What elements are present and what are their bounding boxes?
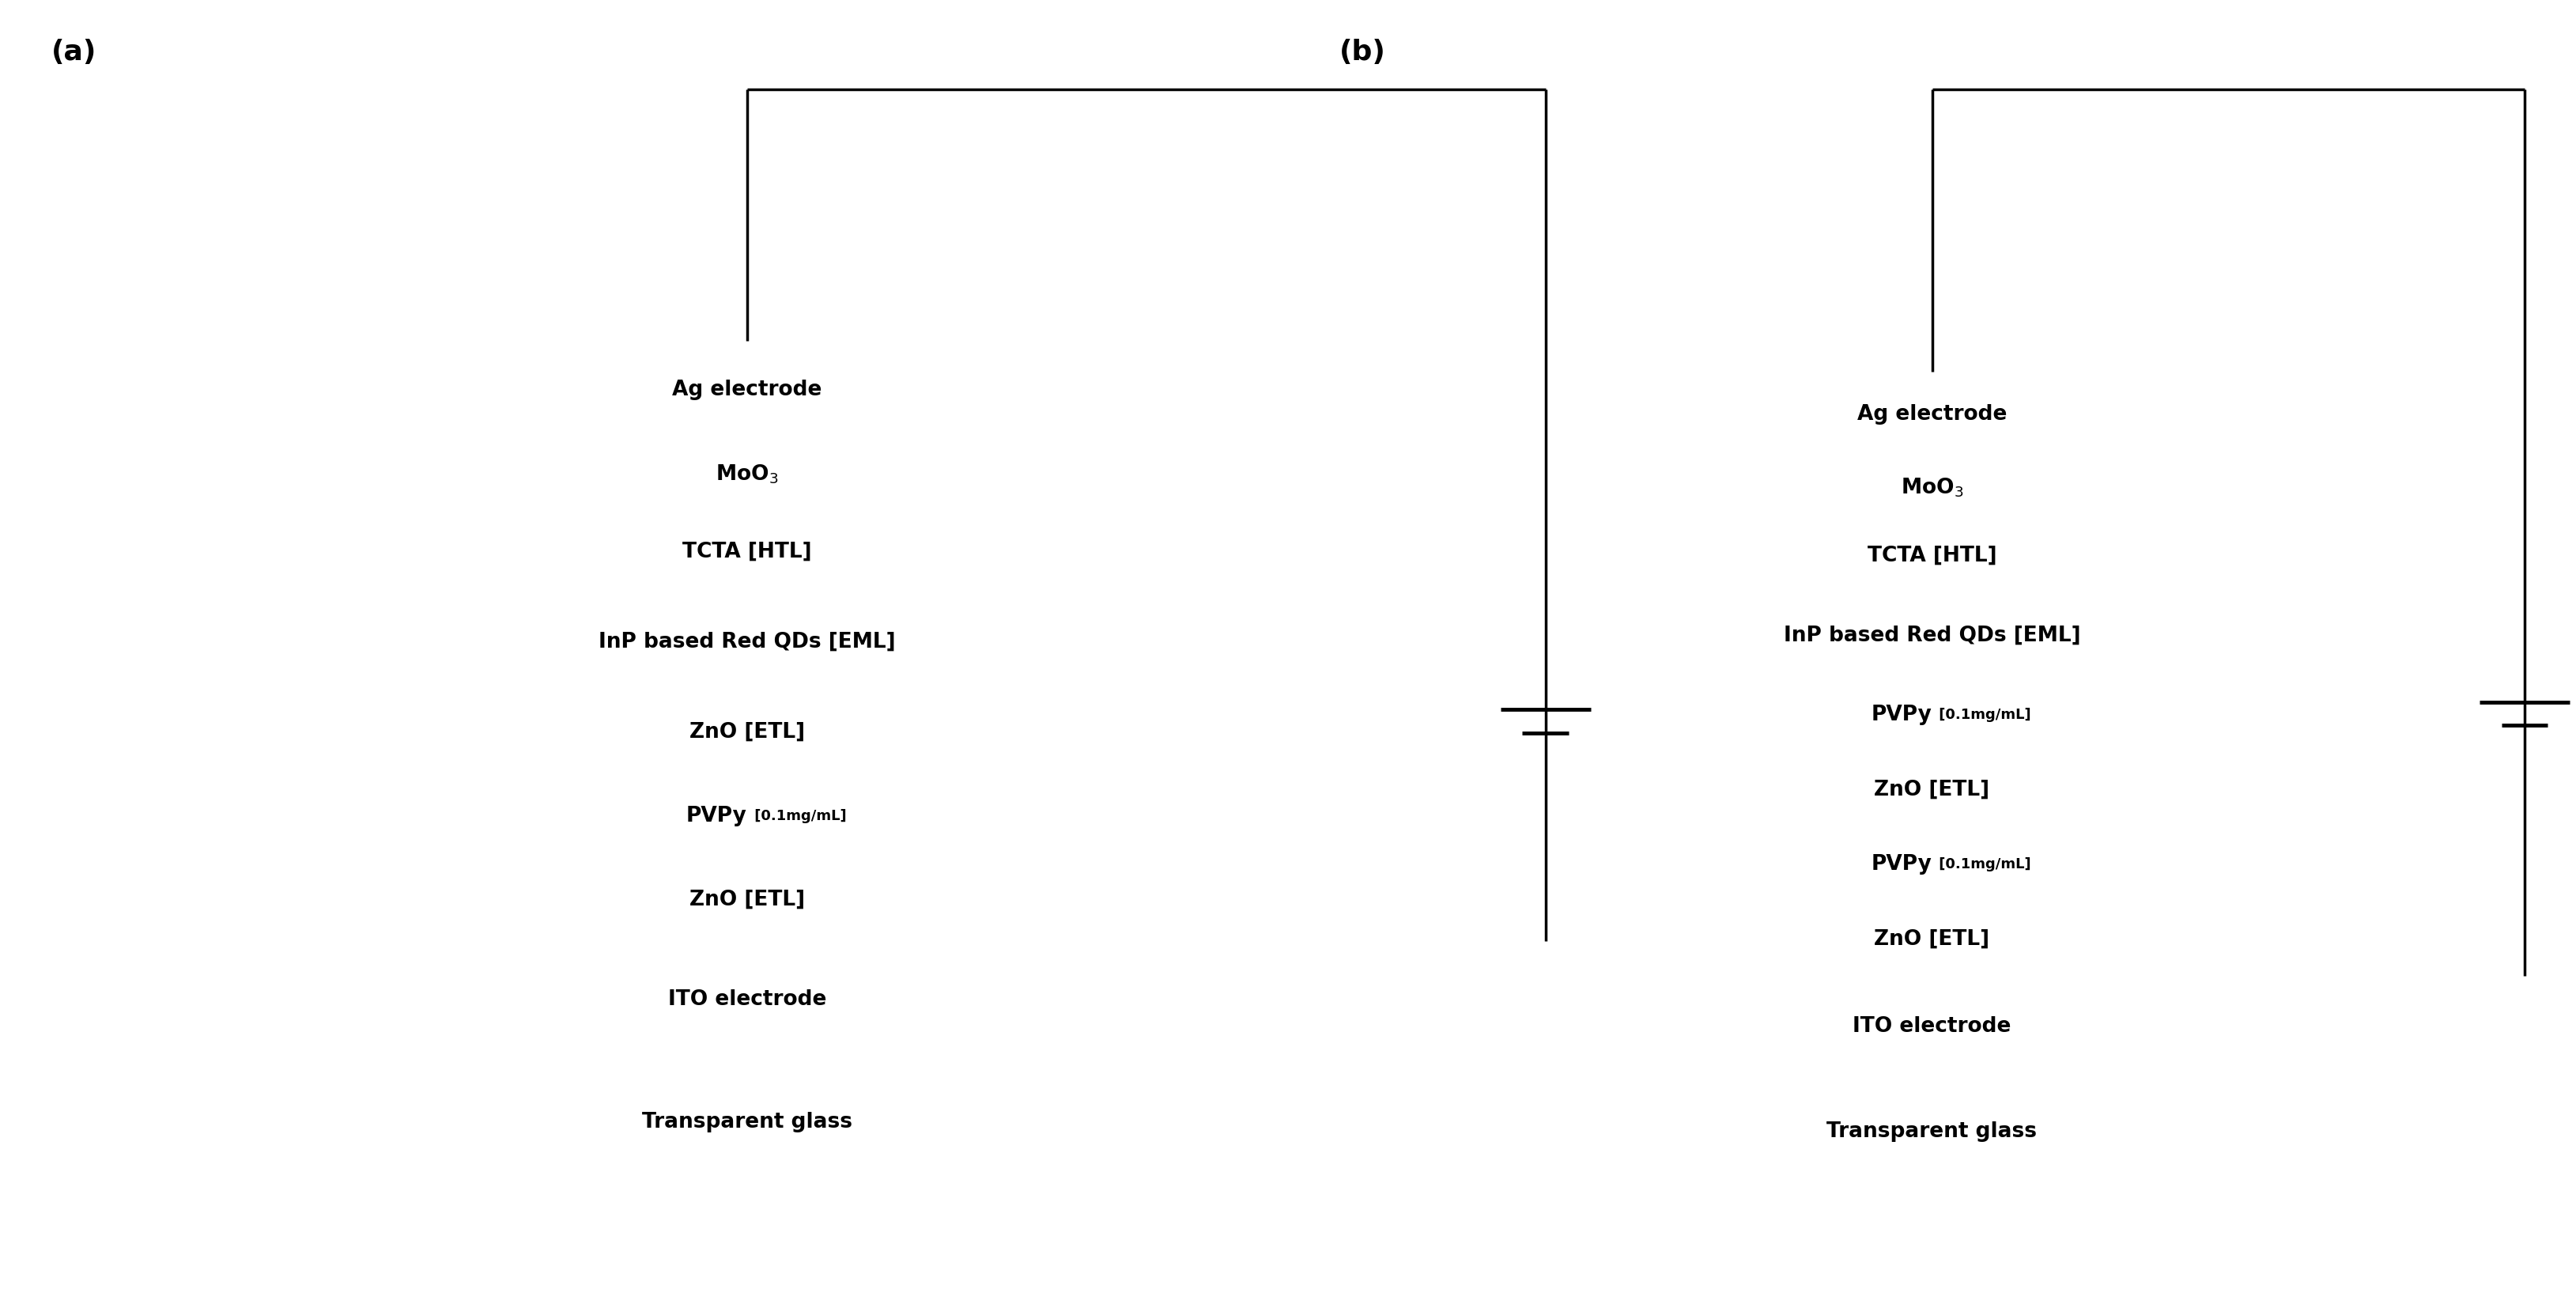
- Text: (a): (a): [52, 39, 98, 66]
- Text: Ag electrode: Ag electrode: [1857, 405, 2007, 424]
- Text: MoO$_3$: MoO$_3$: [716, 463, 778, 485]
- Text: [0.1mg/mL]: [0.1mg/mL]: [1935, 856, 2030, 871]
- Text: MoO$_3$: MoO$_3$: [1901, 476, 1963, 499]
- Text: ITO electrode: ITO electrode: [667, 989, 827, 1009]
- Text: ZnO [ETL]: ZnO [ETL]: [690, 722, 804, 741]
- Text: Ag electrode: Ag electrode: [672, 380, 822, 400]
- Text: [0.1mg/mL]: [0.1mg/mL]: [1935, 706, 2030, 722]
- Text: InP based Red QDs [EML]: InP based Red QDs [EML]: [1783, 625, 2081, 644]
- Text: PVPy: PVPy: [1870, 704, 1932, 724]
- Text: PVPy: PVPy: [1870, 853, 1932, 874]
- Text: ZnO [ETL]: ZnO [ETL]: [1875, 928, 1989, 949]
- Text: [0.1mg/mL]: [0.1mg/mL]: [750, 808, 848, 822]
- Text: TCTA [HTL]: TCTA [HTL]: [1868, 545, 1996, 566]
- Text: ITO electrode: ITO electrode: [1852, 1016, 2012, 1036]
- Text: (b): (b): [1340, 39, 1386, 66]
- Text: ZnO [ETL]: ZnO [ETL]: [1875, 779, 1989, 799]
- Text: InP based Red QDs [EML]: InP based Red QDs [EML]: [598, 632, 896, 651]
- Text: PVPy: PVPy: [685, 806, 747, 825]
- Text: ZnO [ETL]: ZnO [ETL]: [690, 889, 804, 909]
- Text: Transparent glass: Transparent glass: [1826, 1121, 2038, 1141]
- Text: Transparent glass: Transparent glass: [641, 1111, 853, 1132]
- Text: TCTA [HTL]: TCTA [HTL]: [683, 541, 811, 561]
